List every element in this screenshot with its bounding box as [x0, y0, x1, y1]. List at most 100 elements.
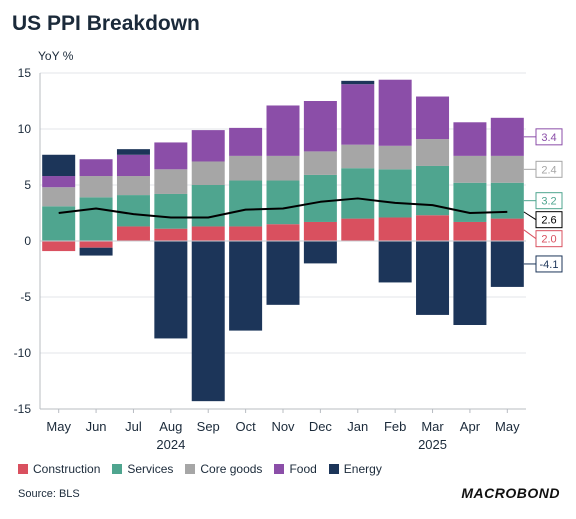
x-tick-label: Oct	[235, 419, 256, 434]
y-tick-label: -15	[14, 402, 32, 416]
legend-label: Services	[127, 462, 174, 476]
brand-logo: MACROBOND	[461, 485, 560, 501]
y-tick-label: -5	[20, 290, 31, 304]
bar-energy	[154, 241, 188, 339]
bar-construction	[42, 241, 76, 252]
bar-construction	[303, 221, 337, 241]
bar-energy	[416, 241, 450, 315]
x-tick-label: Dec	[309, 419, 333, 434]
bar-energy	[266, 241, 300, 305]
end-label-construction: 2.0	[541, 234, 556, 246]
end-label-energy: -4.1	[540, 259, 559, 271]
bar-construction	[490, 218, 524, 241]
bar-core-goods	[303, 151, 337, 175]
bar-food	[42, 176, 76, 188]
legend-swatch	[185, 464, 196, 474]
end-label-box	[535, 211, 563, 229]
y-tick-label: 15	[18, 66, 32, 80]
x-tick-label: May	[46, 419, 71, 434]
bar-services	[116, 195, 150, 227]
end-label-box	[535, 192, 563, 210]
legend-item: Core goods	[185, 462, 262, 476]
y-tick-label: 5	[24, 178, 31, 192]
bar-energy	[116, 149, 150, 155]
y-tick-label: 10	[18, 122, 32, 136]
legend-item: Food	[274, 462, 317, 476]
bar-services	[154, 193, 188, 229]
x-tick-label: Jun	[86, 419, 107, 434]
bar-food	[229, 127, 263, 156]
x-year-label: 2024	[156, 437, 185, 452]
bar-core-goods	[229, 155, 263, 181]
end-label-leader	[523, 211, 537, 221]
legend-label: Core goods	[200, 462, 263, 476]
bar-construction	[154, 228, 188, 241]
bar-food	[416, 96, 450, 140]
bar-core-goods	[79, 176, 113, 198]
x-year-label: 2025	[418, 437, 447, 452]
legend-swatch	[112, 464, 123, 474]
x-tick-label: Jan	[347, 419, 368, 434]
legend-item: Services	[112, 462, 173, 476]
bar-energy	[303, 241, 337, 264]
bar-construction	[116, 226, 150, 241]
end-label-services: 3.2	[541, 196, 556, 208]
bar-construction	[453, 221, 487, 241]
end-label-core-goods: 2.4	[541, 164, 556, 176]
end-label-box	[535, 128, 563, 146]
bar-services	[378, 169, 412, 218]
legend-swatch	[328, 464, 339, 474]
x-tick-label: Jul	[125, 419, 142, 434]
source-note: Source: BLS	[18, 488, 80, 500]
bar-food	[303, 101, 337, 152]
legend-label: Construction	[33, 462, 101, 476]
bar-food	[154, 142, 188, 170]
bar-energy	[191, 241, 225, 402]
x-tick-label: Sep	[197, 419, 220, 434]
x-tick-label: May	[495, 419, 520, 434]
y-axis-label: YoY %	[38, 49, 74, 63]
bar-services	[191, 185, 225, 227]
bar-construction	[416, 215, 450, 241]
bar-food	[266, 105, 300, 156]
x-tick-label: Mar	[421, 419, 444, 434]
bar-core-goods	[154, 169, 188, 194]
x-tick-label: Feb	[384, 419, 406, 434]
y-tick-label: 0	[24, 234, 31, 248]
bar-food	[116, 154, 150, 177]
bar-core-goods	[490, 155, 524, 183]
bar-energy	[490, 241, 524, 287]
end-label-box	[535, 255, 563, 273]
bar-services	[453, 182, 487, 222]
bar-construction	[229, 226, 263, 241]
bar-core-goods	[416, 139, 450, 166]
legend-swatch	[18, 464, 28, 474]
bar-food	[490, 117, 524, 156]
bar-construction	[266, 224, 300, 241]
bar-core-goods	[42, 187, 76, 207]
y-tick-label: -10	[14, 346, 32, 360]
bar-construction	[79, 241, 113, 248]
bar-food	[79, 159, 113, 177]
bar-core-goods	[266, 155, 300, 181]
legend-item: Energy	[328, 462, 382, 476]
bar-core-goods	[191, 161, 225, 185]
legend-label: Food	[289, 462, 317, 476]
bar-energy	[79, 247, 113, 256]
x-tick-label: Nov	[271, 419, 295, 434]
bar-core-goods	[453, 155, 487, 183]
end-label-box	[535, 160, 563, 178]
bar-food	[191, 130, 225, 162]
bar-core-goods	[341, 144, 375, 169]
bar-energy	[378, 241, 412, 283]
bar-energy	[229, 241, 263, 331]
bar-food	[453, 122, 487, 156]
bar-services	[303, 174, 337, 222]
bar-energy	[341, 80, 375, 85]
bar-services	[266, 180, 300, 225]
x-tick-label: Aug	[159, 419, 182, 434]
end-label-box	[535, 230, 563, 248]
chart-title: US PPI Breakdown	[12, 12, 200, 35]
bar-energy	[42, 154, 76, 177]
legend-swatch	[274, 464, 285, 474]
